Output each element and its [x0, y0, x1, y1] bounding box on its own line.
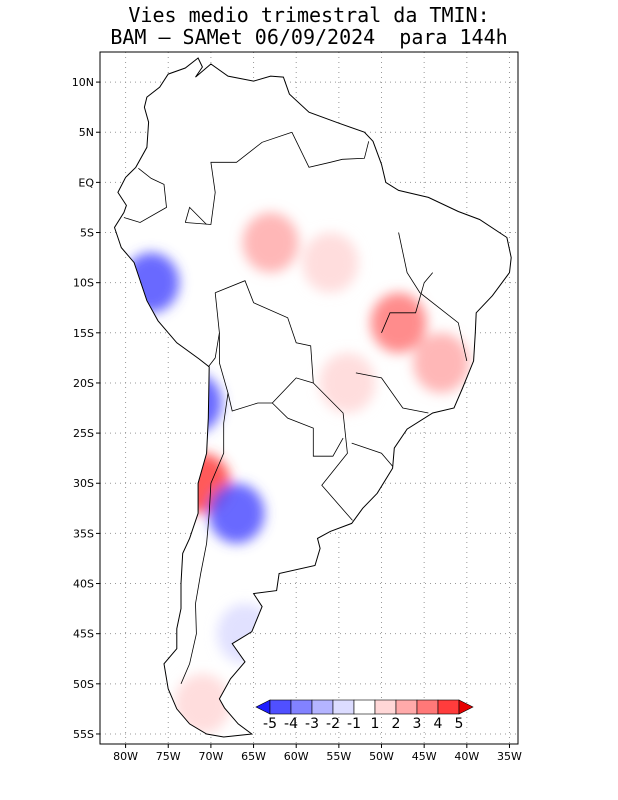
colorbar-label: -2	[326, 716, 340, 732]
lat-tick-label: 10S	[73, 277, 94, 290]
lat-tick-label: 5S	[80, 227, 94, 240]
country-border	[272, 402, 344, 457]
colorbar: -5 -4 -3 -2 -1 1 2 3 4 5	[255, 699, 474, 732]
bias-blob	[413, 332, 470, 393]
lat-tick-label: 55S	[73, 728, 94, 741]
latitude-labels: 10N 5N EQ 5S 10S 15S 20S 25S 30S 35S 40S 45S 50S 55S	[72, 76, 95, 741]
colorbar-label: -4	[284, 716, 298, 732]
lat-tick-label: 45S	[73, 628, 94, 641]
colorbar-segment	[269, 699, 292, 715]
lat-tick-label: 50S	[73, 678, 94, 691]
country-border	[381, 272, 434, 333]
lon-tick-label: 70W	[198, 750, 223, 763]
colorbar-segment	[332, 699, 355, 715]
longitude-labels: 80W 75W 70W 65W 60W 55W 50W 45W 40W 35W	[113, 750, 522, 763]
map-title-line2: BAM – SAMet 06/09/2024 para 144h	[110, 25, 508, 49]
colorbar-label: 4	[434, 716, 443, 732]
bias-blob	[165, 373, 222, 434]
lon-tick-label: 40W	[454, 750, 479, 763]
lon-tick-label: 45W	[412, 750, 437, 763]
lat-tick-label: EQ	[78, 176, 94, 189]
country-border	[398, 232, 468, 361]
map-frame	[99, 51, 519, 745]
bias-blob	[208, 483, 265, 544]
country-border	[291, 132, 370, 168]
lat-tick-label: 40S	[73, 578, 94, 591]
colorbar-segment	[416, 699, 439, 715]
lat-tick-label: 15S	[73, 327, 94, 340]
country-border	[207, 332, 220, 368]
bias-blob	[370, 292, 427, 353]
colorbar-segment	[374, 699, 397, 715]
bias-blob	[319, 352, 376, 413]
bias-blob	[302, 232, 359, 293]
lat-tick-label: 30S	[73, 477, 94, 490]
bias-blob	[123, 252, 180, 313]
bias-blob	[242, 212, 299, 273]
bias-blob	[217, 603, 274, 664]
land-fill	[114, 58, 512, 737]
country-border	[180, 392, 229, 684]
lon-tick-label: 80W	[113, 750, 138, 763]
lon-tick-label: 55W	[326, 750, 351, 763]
country-border	[123, 167, 167, 223]
coastline	[113, 57, 512, 738]
lon-tick-label: 35W	[497, 750, 522, 763]
lon-tick-label: 60W	[284, 750, 309, 763]
lat-tick-label: 5N	[79, 126, 94, 139]
country-borders	[123, 131, 468, 684]
colorbar-label: 5	[455, 716, 464, 732]
lon-tick-label: 75W	[156, 750, 181, 763]
lat-tick-label: 20S	[73, 377, 94, 390]
lat-tick-label: 25S	[73, 427, 94, 440]
country-border	[185, 131, 293, 225]
land-base-fill	[114, 58, 512, 737]
map-title-line1: Vies medio trimestral da TMIN:	[128, 3, 490, 27]
country-border	[215, 280, 353, 521]
bias-blob	[174, 673, 231, 734]
colorbar-segment	[437, 699, 460, 715]
colorbar-label: 3	[413, 716, 422, 732]
country-border	[214, 292, 314, 412]
colorbar-label: -1	[347, 716, 361, 732]
colorbar-arrow-low	[255, 699, 271, 715]
colorbar-segment	[290, 699, 313, 715]
colorbar-arrow-high	[458, 699, 474, 715]
country-border	[184, 206, 207, 225]
lon-tick-label: 50W	[369, 750, 394, 763]
lat-tick-label: 10N	[72, 76, 94, 89]
colorbar-segment	[311, 699, 334, 715]
colorbar-segment	[395, 699, 418, 715]
colorbar-label: 1	[371, 716, 380, 732]
country-border	[355, 372, 429, 414]
colorbar-label: -3	[305, 716, 319, 732]
lat-tick-label: 35S	[73, 527, 94, 540]
colorbar-segment	[353, 699, 376, 715]
lon-tick-label: 65W	[241, 750, 266, 763]
country-border	[351, 442, 393, 467]
colorbar-label: 2	[392, 716, 401, 732]
colorbar-label: -5	[263, 716, 277, 732]
